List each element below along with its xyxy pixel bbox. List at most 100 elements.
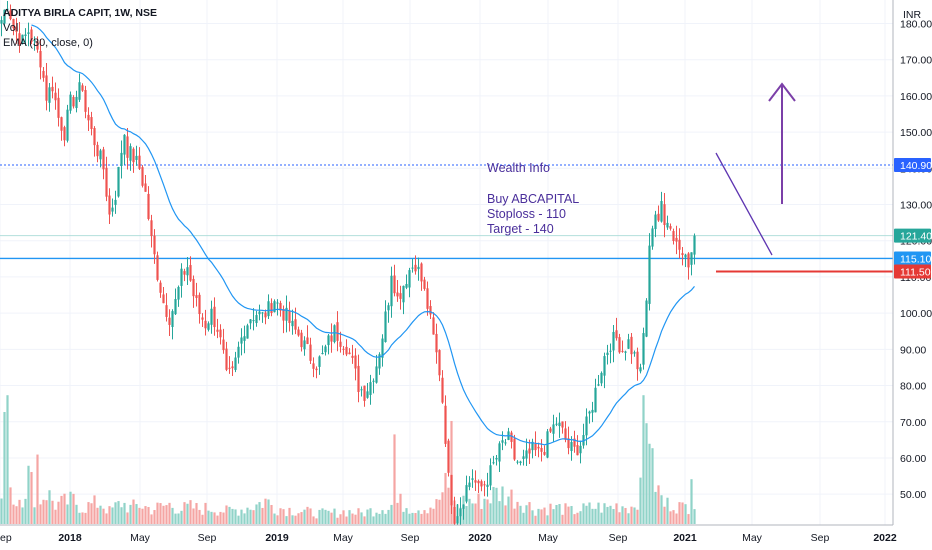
candle-body bbox=[153, 235, 156, 255]
volume-bar bbox=[330, 512, 333, 524]
candle-body bbox=[282, 308, 285, 321]
volume-bar bbox=[153, 510, 156, 524]
volume-bar bbox=[162, 505, 165, 524]
annotation-line4[interactable]: Target - 140 bbox=[487, 222, 554, 236]
candle-body bbox=[693, 235, 696, 255]
annotation-line3[interactable]: Stoploss - 110 bbox=[487, 207, 566, 221]
volume-bar bbox=[300, 512, 303, 524]
candle-body bbox=[99, 150, 102, 160]
volume-bar bbox=[624, 507, 627, 524]
volume-bar bbox=[672, 510, 675, 524]
candle-body bbox=[222, 339, 225, 351]
candle-body bbox=[483, 484, 486, 486]
candle-body bbox=[231, 366, 234, 369]
volume-bar bbox=[168, 502, 171, 524]
candle-body bbox=[657, 213, 660, 221]
volume-bar bbox=[531, 510, 534, 524]
volume-indicator-label[interactable]: Vol bbox=[3, 22, 19, 34]
volume-bar bbox=[6, 395, 9, 524]
volume-bar bbox=[111, 507, 114, 524]
trendline[interactable] bbox=[715, 152, 773, 256]
candle-body bbox=[477, 480, 480, 484]
volume-bar bbox=[342, 510, 345, 524]
annotation-line1[interactable]: Wealth Info bbox=[487, 161, 550, 175]
candle-body bbox=[9, 10, 12, 20]
volume-bar bbox=[444, 472, 447, 524]
candle-body bbox=[51, 86, 54, 92]
volume-bar bbox=[507, 496, 510, 524]
y-tick-label: 170.00 bbox=[900, 55, 932, 67]
volume-bar bbox=[465, 506, 468, 524]
volume-bar bbox=[255, 504, 258, 524]
volume-bar bbox=[366, 509, 369, 524]
candle-body bbox=[393, 275, 396, 294]
volume-bar bbox=[0, 498, 3, 524]
volume-bar bbox=[648, 443, 651, 524]
ema-indicator-label[interactable]: EMA (30, close, 0) bbox=[3, 37, 93, 49]
candle-body bbox=[96, 144, 99, 157]
volume-bar bbox=[564, 503, 567, 524]
candle-body bbox=[411, 267, 414, 269]
volume-bar bbox=[57, 501, 60, 524]
volume-bar bbox=[126, 512, 129, 524]
candle-body bbox=[471, 478, 474, 480]
volume-bar bbox=[543, 507, 546, 524]
volume-bar bbox=[45, 500, 48, 524]
symbol-title[interactable]: ADITYA BIRLA CAPIT, 1W, NSE bbox=[3, 7, 158, 19]
candle-body bbox=[606, 352, 609, 355]
candle-body bbox=[135, 155, 138, 160]
volume-bar bbox=[156, 502, 159, 524]
drawings[interactable]: Wealth Info Buy ABCAPITAL Stoploss - 110… bbox=[487, 82, 796, 256]
candle-body bbox=[381, 338, 384, 358]
volume-bar bbox=[225, 505, 228, 524]
candle-body bbox=[465, 485, 468, 502]
candle-body bbox=[108, 195, 111, 215]
candle-body bbox=[240, 337, 243, 344]
candle-body bbox=[561, 421, 564, 428]
candle-body bbox=[387, 305, 390, 311]
candle-body bbox=[537, 446, 540, 449]
volume-bar bbox=[522, 512, 525, 524]
candle-body bbox=[348, 352, 351, 355]
volume-bar bbox=[321, 508, 324, 524]
annotation-line2[interactable]: Buy ABCAPITAL bbox=[487, 192, 579, 206]
volume-bar bbox=[144, 506, 147, 524]
candle-body bbox=[162, 294, 165, 304]
candle-body bbox=[54, 92, 57, 101]
candle-body bbox=[558, 422, 561, 427]
volume-bar bbox=[333, 508, 336, 524]
volume-bar bbox=[108, 506, 111, 524]
candle-body bbox=[636, 351, 639, 370]
volume-bar bbox=[114, 502, 117, 524]
candle-body bbox=[531, 441, 534, 451]
candle-body bbox=[150, 220, 153, 237]
candle-body bbox=[444, 405, 447, 444]
candle-body bbox=[639, 367, 642, 372]
volume-bar bbox=[270, 505, 273, 524]
candle-body bbox=[543, 451, 546, 455]
volume-bar bbox=[192, 508, 195, 524]
volume-bar bbox=[537, 508, 540, 524]
volume-bar bbox=[117, 501, 120, 524]
y-tick-label: 180.00 bbox=[900, 18, 932, 30]
candle-body bbox=[453, 506, 456, 524]
candle-body bbox=[339, 341, 342, 347]
candle-body bbox=[72, 97, 75, 107]
volume-bar bbox=[441, 492, 444, 524]
volume-bar bbox=[474, 503, 477, 524]
volume-bar bbox=[411, 512, 414, 524]
candle-body bbox=[663, 204, 666, 226]
volume-bar bbox=[213, 512, 216, 524]
candle-body bbox=[525, 450, 528, 459]
volume-bar bbox=[138, 507, 141, 524]
volume-bar bbox=[231, 508, 234, 524]
target-arrow-head-icon[interactable] bbox=[768, 82, 796, 102]
volume-bar bbox=[378, 513, 381, 524]
candle-body bbox=[12, 19, 15, 29]
time-axis[interactable]: ep 2018 May Sep 2019 May Sep 2020 May Sep 2021 May S… bbox=[0, 524, 932, 550]
volume-bar bbox=[63, 493, 66, 524]
volume-bar bbox=[546, 515, 549, 524]
volume-bar bbox=[606, 506, 609, 524]
volume-bar bbox=[627, 513, 630, 524]
